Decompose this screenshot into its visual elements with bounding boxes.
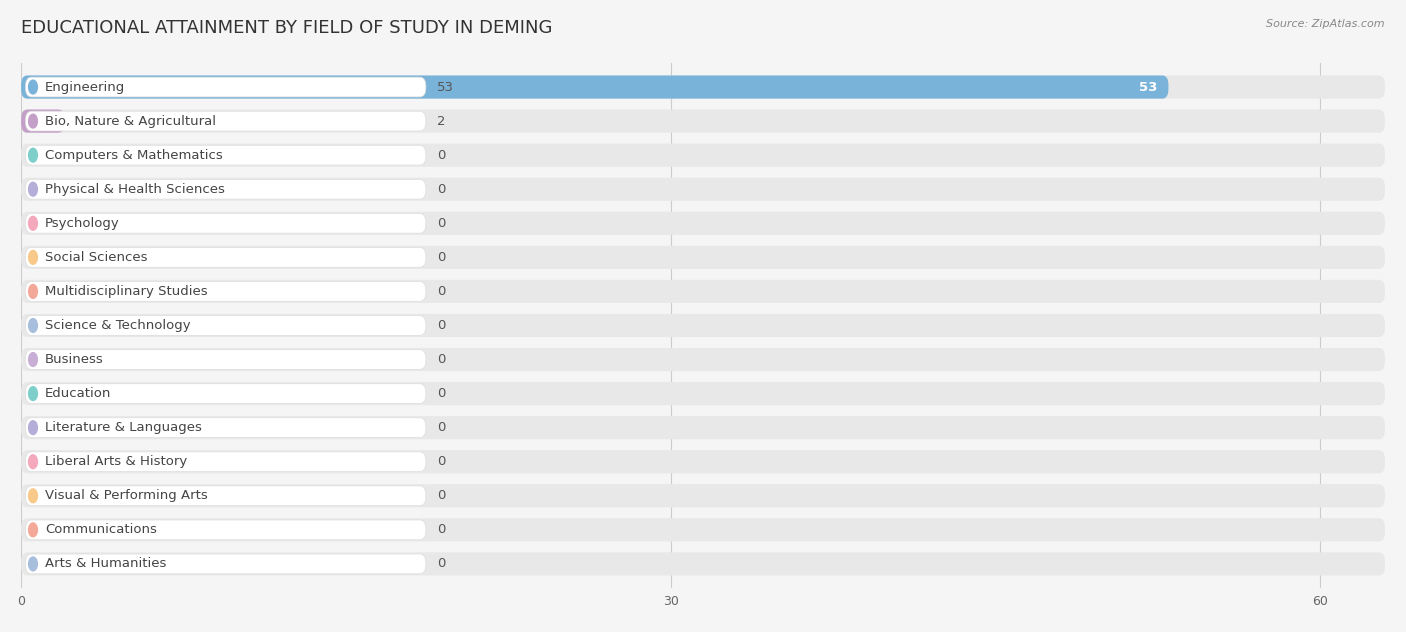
Bar — [21, 206, 1385, 240]
Bar — [21, 274, 1385, 308]
Text: Psychology: Psychology — [45, 217, 120, 230]
Circle shape — [28, 80, 38, 94]
FancyBboxPatch shape — [25, 145, 426, 165]
Bar — [21, 308, 1385, 343]
Text: 0: 0 — [437, 557, 446, 571]
FancyBboxPatch shape — [21, 212, 1385, 235]
Circle shape — [28, 455, 38, 469]
Text: Engineering: Engineering — [45, 80, 125, 94]
Text: Computers & Mathematics: Computers & Mathematics — [45, 149, 222, 162]
FancyBboxPatch shape — [21, 382, 1385, 405]
Text: 0: 0 — [437, 183, 446, 196]
FancyBboxPatch shape — [21, 484, 1385, 507]
Circle shape — [28, 421, 38, 435]
FancyBboxPatch shape — [25, 111, 426, 131]
FancyBboxPatch shape — [25, 554, 426, 574]
Bar — [21, 377, 1385, 411]
Circle shape — [28, 557, 38, 571]
Circle shape — [28, 182, 38, 196]
Text: Source: ZipAtlas.com: Source: ZipAtlas.com — [1267, 19, 1385, 29]
Bar — [21, 240, 1385, 274]
Text: 2: 2 — [437, 114, 446, 128]
Circle shape — [28, 387, 38, 401]
FancyBboxPatch shape — [25, 281, 426, 301]
FancyBboxPatch shape — [25, 520, 426, 540]
Text: Communications: Communications — [45, 523, 157, 537]
Text: 0: 0 — [437, 387, 446, 400]
Text: 0: 0 — [437, 285, 446, 298]
Text: 0: 0 — [437, 319, 446, 332]
Circle shape — [28, 319, 38, 332]
Text: Bio, Nature & Agricultural: Bio, Nature & Agricultural — [45, 114, 217, 128]
Text: Physical & Health Sciences: Physical & Health Sciences — [45, 183, 225, 196]
Circle shape — [28, 523, 38, 537]
FancyBboxPatch shape — [21, 109, 1385, 133]
Text: 53: 53 — [1139, 80, 1157, 94]
Circle shape — [28, 114, 38, 128]
FancyBboxPatch shape — [25, 315, 426, 336]
Circle shape — [28, 489, 38, 502]
Bar — [21, 104, 1385, 138]
Bar — [21, 343, 1385, 377]
FancyBboxPatch shape — [21, 178, 1385, 201]
Text: 0: 0 — [437, 523, 446, 537]
Bar — [21, 138, 1385, 172]
FancyBboxPatch shape — [21, 109, 65, 133]
Bar — [21, 411, 1385, 445]
Text: Multidisciplinary Studies: Multidisciplinary Studies — [45, 285, 208, 298]
Text: 0: 0 — [437, 353, 446, 366]
Text: Social Sciences: Social Sciences — [45, 251, 148, 264]
FancyBboxPatch shape — [21, 552, 1385, 576]
Text: Science & Technology: Science & Technology — [45, 319, 191, 332]
FancyBboxPatch shape — [21, 518, 1385, 542]
Bar — [21, 70, 1385, 104]
FancyBboxPatch shape — [25, 486, 426, 506]
Text: Arts & Humanities: Arts & Humanities — [45, 557, 166, 571]
FancyBboxPatch shape — [25, 77, 426, 97]
Bar — [21, 172, 1385, 206]
Circle shape — [28, 250, 38, 264]
FancyBboxPatch shape — [21, 280, 1385, 303]
FancyBboxPatch shape — [21, 314, 1385, 337]
Bar — [21, 445, 1385, 479]
FancyBboxPatch shape — [21, 143, 1385, 167]
FancyBboxPatch shape — [25, 418, 426, 437]
Text: 53: 53 — [437, 80, 454, 94]
Text: 0: 0 — [437, 149, 446, 162]
FancyBboxPatch shape — [25, 248, 426, 267]
FancyBboxPatch shape — [21, 348, 1385, 371]
Text: Education: Education — [45, 387, 111, 400]
Circle shape — [28, 216, 38, 230]
Text: Visual & Performing Arts: Visual & Performing Arts — [45, 489, 208, 502]
Text: 0: 0 — [437, 489, 446, 502]
FancyBboxPatch shape — [21, 450, 1385, 473]
FancyBboxPatch shape — [25, 452, 426, 471]
FancyBboxPatch shape — [25, 384, 426, 403]
Text: 0: 0 — [437, 455, 446, 468]
Bar — [21, 513, 1385, 547]
Text: 0: 0 — [437, 421, 446, 434]
FancyBboxPatch shape — [25, 179, 426, 199]
Bar — [21, 547, 1385, 581]
Text: Literature & Languages: Literature & Languages — [45, 421, 202, 434]
Circle shape — [28, 353, 38, 367]
Text: EDUCATIONAL ATTAINMENT BY FIELD OF STUDY IN DEMING: EDUCATIONAL ATTAINMENT BY FIELD OF STUDY… — [21, 19, 553, 37]
FancyBboxPatch shape — [21, 75, 1168, 99]
Text: Liberal Arts & History: Liberal Arts & History — [45, 455, 187, 468]
Circle shape — [28, 284, 38, 298]
FancyBboxPatch shape — [21, 416, 1385, 439]
FancyBboxPatch shape — [21, 75, 1385, 99]
FancyBboxPatch shape — [25, 214, 426, 233]
Circle shape — [28, 149, 38, 162]
Text: Business: Business — [45, 353, 104, 366]
Text: 0: 0 — [437, 251, 446, 264]
Text: 0: 0 — [437, 217, 446, 230]
FancyBboxPatch shape — [21, 246, 1385, 269]
FancyBboxPatch shape — [25, 349, 426, 370]
Bar — [21, 479, 1385, 513]
